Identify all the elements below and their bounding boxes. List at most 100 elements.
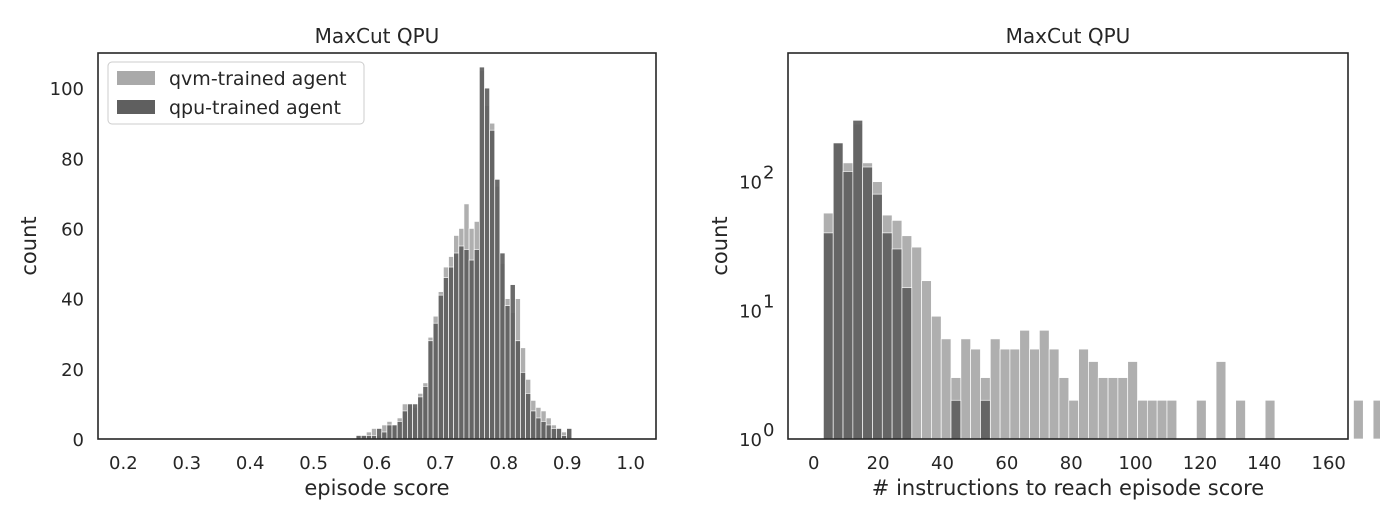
bar (556, 428, 562, 440)
bar (881, 232, 893, 440)
x-tick-labels: 0.2 0.3 0.4 0.5 0.6 0.7 0.8 0.9 1.0 (109, 453, 645, 474)
y-tick-label: 20 (61, 360, 84, 381)
bar (852, 119, 864, 440)
bar (453, 252, 460, 440)
x-tick-label: 1.0 (616, 453, 645, 474)
bar (989, 338, 1001, 440)
y-tick-labels: 0 20 40 60 80 100 (50, 79, 84, 451)
bar (823, 232, 834, 440)
bar (484, 87, 490, 440)
bar (489, 129, 496, 440)
legend-swatch-qvm (117, 71, 155, 85)
bar (504, 305, 511, 440)
bar (921, 280, 932, 440)
bar (417, 396, 424, 440)
x-tick-label: 0.6 (363, 453, 392, 474)
x-tick-label: 20 (867, 453, 890, 474)
series-qpu (823, 119, 991, 440)
x-tick-label: 0.3 (172, 453, 201, 474)
bar (473, 249, 480, 440)
y-tick-label: 10 (739, 173, 762, 194)
bar (550, 428, 557, 440)
bar (427, 340, 434, 440)
bar (911, 246, 922, 440)
bar (1215, 361, 1227, 440)
bar (396, 421, 403, 440)
x-tick-label: 0 (808, 453, 819, 474)
bar (1097, 377, 1109, 440)
bar (1019, 329, 1030, 440)
bar (1353, 399, 1364, 440)
x-tick-labels: 0 20 40 60 80 100 120 140 160 (808, 453, 1346, 474)
x-tick-label: 0.2 (109, 453, 138, 474)
y-tick-exponent: 0 (763, 420, 774, 441)
bar (468, 259, 475, 440)
bar (566, 428, 573, 440)
y-tick-label: 0 (73, 430, 84, 451)
bar (545, 424, 552, 440)
bar (901, 287, 913, 440)
bar (1009, 348, 1021, 440)
bar (509, 284, 516, 440)
bar (980, 399, 991, 440)
x-tick-label: 0.7 (426, 453, 455, 474)
y-tick-exponent: 2 (763, 163, 774, 184)
bar (530, 410, 537, 440)
series-qpu (355, 66, 573, 440)
x-tick-label: 40 (931, 453, 954, 474)
bar (494, 178, 501, 440)
x-tick-label: 0.9 (553, 453, 582, 474)
bars-group (823, 119, 1380, 440)
bar (1146, 399, 1158, 440)
x-tick-label: 120 (1183, 453, 1217, 474)
bar (970, 348, 981, 440)
bar (463, 249, 470, 440)
histogram-instruction-count: MaxCut QPU 0 20 40 60 80 100 120 140 160 10 010 11… (708, 24, 1380, 500)
bars-group (355, 66, 573, 440)
bar (872, 193, 883, 440)
x-tick-label: 60 (995, 453, 1018, 474)
x-tick-label: 0.5 (299, 453, 328, 474)
y-axis-label: count (17, 216, 41, 275)
bar (931, 315, 942, 440)
bar (1048, 348, 1060, 440)
bar (1029, 348, 1040, 440)
bar (1235, 399, 1246, 440)
bar (448, 266, 455, 440)
bar (535, 417, 542, 440)
bar (1196, 399, 1207, 440)
plot-frame (97, 52, 657, 440)
bar (950, 399, 962, 440)
legend-label-qpu: qpu-trained agent (169, 97, 341, 119)
bar (1068, 399, 1079, 440)
x-tick-label: 0.4 (236, 453, 265, 474)
bar (1156, 399, 1168, 440)
bar (412, 403, 419, 440)
y-tick-label: 10 (739, 301, 762, 322)
bar (520, 371, 526, 440)
bar (407, 403, 413, 440)
x-axis-label: # instructions to reach episode score (872, 476, 1264, 500)
x-tick-label: 80 (1060, 453, 1083, 474)
bar (478, 66, 485, 440)
chart-title: MaxCut QPU (1006, 24, 1131, 48)
x-tick-label: 100 (1118, 453, 1152, 474)
bar (525, 393, 532, 440)
bar (401, 410, 408, 440)
bar (514, 340, 521, 440)
bar (540, 421, 547, 440)
bar (1039, 329, 1050, 440)
bar (960, 338, 972, 440)
bar (432, 322, 439, 440)
bar (999, 348, 1011, 440)
bar (1078, 348, 1089, 440)
legend: qvm-trained agent qpu-trained agent (107, 61, 365, 125)
bar (1088, 361, 1099, 440)
histogram-episode-score: MaxCut QPU 0.2 0.3 0.4 0.5 0.6 0.7 0.8 0.9 1.0 0… (17, 24, 657, 500)
chart-title: MaxCut QPU (315, 24, 440, 48)
y-axis-label: count (708, 216, 732, 275)
legend-label-qvm: qvm-trained agent (169, 68, 347, 90)
bar (381, 431, 388, 440)
bar (458, 245, 465, 440)
